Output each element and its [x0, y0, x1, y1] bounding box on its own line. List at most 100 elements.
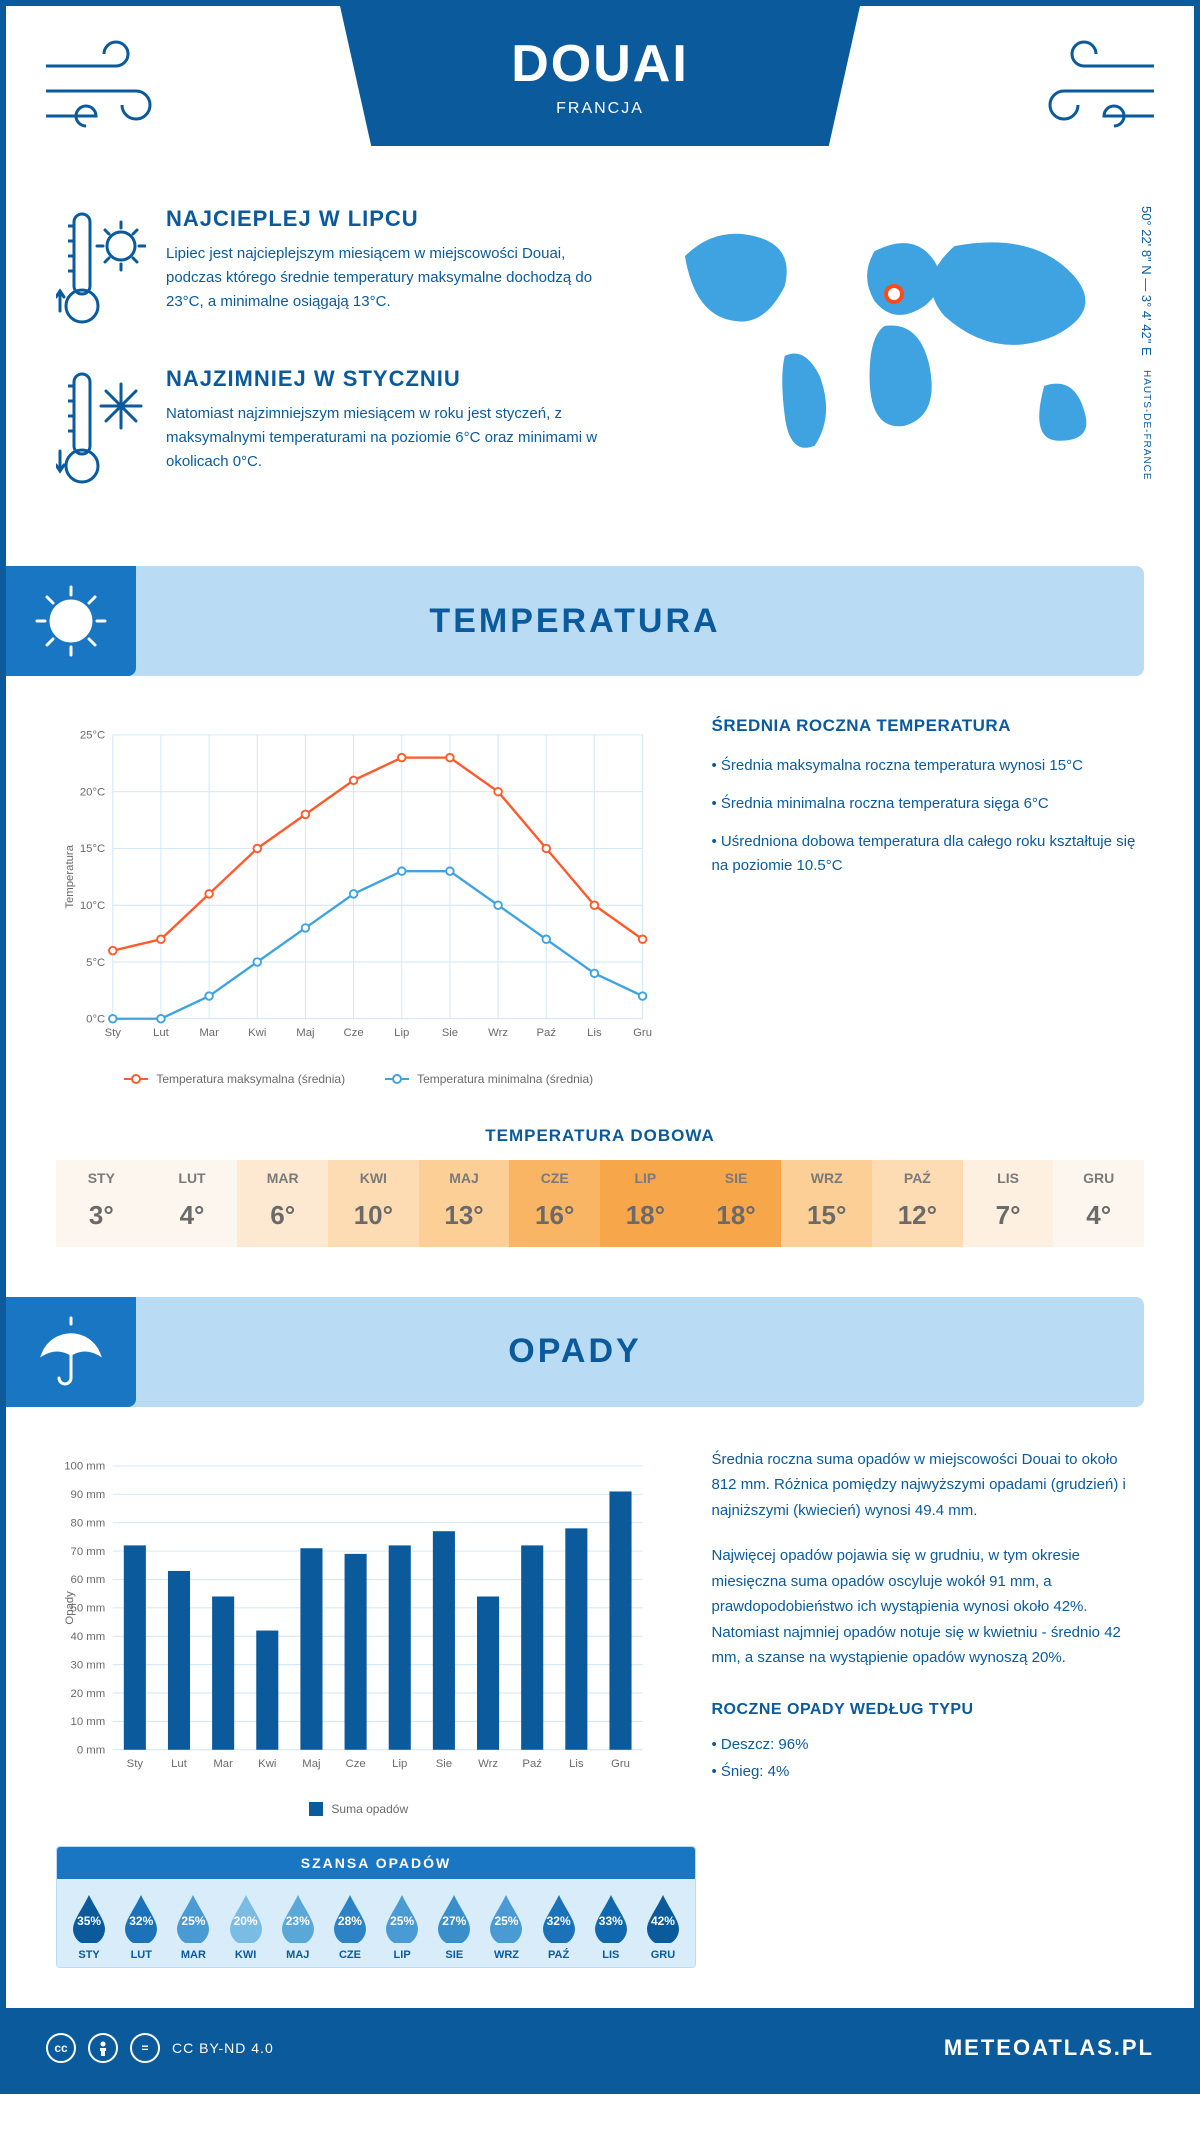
chance-cell: 28% CZE	[324, 1893, 376, 1961]
svg-text:Wrz: Wrz	[488, 1027, 508, 1039]
precip-title: OPADY	[136, 1332, 1144, 1371]
temperature-body: 0°C5°C10°C15°C20°C25°CStyLutMarKwiMajCze…	[6, 676, 1194, 1106]
temp-bullet: • Średnia maksymalna roczna temperatura …	[712, 754, 1145, 778]
umbrella-icon	[6, 1297, 136, 1407]
thermometer-cold-icon	[56, 366, 146, 496]
license-text: CC BY-ND 4.0	[172, 2040, 274, 2056]
header: DOUAI FRANCJA	[6, 6, 1194, 186]
svg-text:Gru: Gru	[633, 1027, 652, 1039]
svg-text:Mar: Mar	[199, 1027, 219, 1039]
svg-text:Maj: Maj	[296, 1027, 314, 1039]
chance-title: SZANSA OPADÓW	[57, 1847, 695, 1879]
license-block: cc = CC BY-ND 4.0	[46, 2033, 274, 2063]
temperature-section-header: TEMPERATURA	[6, 566, 1144, 676]
raindrop-icon: 20%	[226, 1893, 266, 1943]
svg-text:5°C: 5°C	[86, 957, 105, 969]
precip-para2: Najwięcej opadów pojawia się w grudniu, …	[712, 1543, 1145, 1671]
svg-text:Kwi: Kwi	[248, 1027, 266, 1039]
svg-text:Sty: Sty	[127, 1757, 144, 1769]
chance-cell: 25% LIP	[376, 1893, 428, 1961]
svg-text:Gru: Gru	[611, 1757, 630, 1769]
by-icon	[88, 2033, 118, 2063]
daily-cell: KWI10°	[328, 1160, 419, 1247]
svg-text:0 mm: 0 mm	[77, 1744, 105, 1756]
daily-temp-row: STY3°LUT4°MAR6°KWI10°MAJ13°CZE16°LIP18°S…	[56, 1160, 1144, 1247]
chance-row: 35% STY 32% LUT 25% MAR 20% KWI 23% MAJ …	[57, 1879, 695, 1967]
svg-text:Lis: Lis	[569, 1757, 584, 1769]
cold-text: Natomiast najzimniejszym miesiącem w rok…	[166, 402, 605, 474]
precip-rain: • Deszcz: 96%	[712, 1731, 1145, 1758]
chance-cell: 27% SIE	[428, 1893, 480, 1961]
daily-temp-title: TEMPERATURA DOBOWA	[6, 1126, 1194, 1146]
svg-text:30 mm: 30 mm	[71, 1659, 106, 1671]
chance-cell: 42% GRU	[637, 1893, 689, 1961]
raindrop-icon: 23%	[278, 1893, 318, 1943]
coordinates: 50° 22' 8" N — 3° 4' 42" E HAUTS-DE-FRAN…	[1139, 206, 1154, 526]
cold-title: NAJZIMNIEJ W STYCZNIU	[166, 366, 605, 392]
precip-section-header: OPADY	[6, 1297, 1144, 1407]
hottest-fact: NAJCIEPLEJ W LIPCU Lipiec jest najcieple…	[56, 206, 605, 336]
sun-icon	[6, 566, 136, 676]
chance-cell: 35% STY	[63, 1893, 115, 1961]
svg-text:Lip: Lip	[392, 1757, 407, 1769]
coldest-fact: NAJZIMNIEJ W STYCZNIU Natomiast najzimni…	[56, 366, 605, 496]
daily-cell: WRZ15°	[781, 1160, 872, 1247]
world-map	[645, 206, 1144, 466]
chance-cell: 33% LIS	[585, 1893, 637, 1961]
hot-text: Lipiec jest najcieplejszym miesiącem w m…	[166, 242, 605, 314]
country-name: FRANCJA	[556, 100, 644, 118]
svg-text:Lip: Lip	[394, 1027, 409, 1039]
temperature-info: ŚREDNIA ROCZNA TEMPERATURA • Średnia mak…	[712, 716, 1145, 1086]
raindrop-icon: 42%	[643, 1893, 683, 1943]
svg-text:10°C: 10°C	[80, 900, 105, 912]
svg-text:Cze: Cze	[343, 1027, 363, 1039]
svg-text:Sty: Sty	[105, 1027, 122, 1039]
raindrop-icon: 25%	[382, 1893, 422, 1943]
wind-icon-left	[36, 36, 176, 136]
intro-section: NAJCIEPLEJ W LIPCU Lipiec jest najcieple…	[6, 186, 1194, 566]
chance-cell: 32% PAŹ	[533, 1893, 585, 1961]
raindrop-icon: 28%	[330, 1893, 370, 1943]
daily-cell: SIE18°	[691, 1160, 782, 1247]
svg-text:60 mm: 60 mm	[71, 1574, 106, 1586]
daily-cell: STY3°	[56, 1160, 147, 1247]
svg-text:Mar: Mar	[213, 1757, 233, 1769]
chance-cell: 23% MAJ	[272, 1893, 324, 1961]
temperature-title: TEMPERATURA	[136, 602, 1144, 641]
daily-cell: MAR6°	[237, 1160, 328, 1247]
wind-icon-right	[1024, 36, 1164, 136]
precip-legend-label: Suma opadów	[331, 1802, 408, 1816]
svg-text:100 mm: 100 mm	[64, 1460, 105, 1472]
precip-chance-box: SZANSA OPADÓW 35% STY 32% LUT 25% MAR 20…	[56, 1846, 696, 1968]
svg-text:25°C: 25°C	[80, 730, 105, 742]
raindrop-icon: 32%	[121, 1893, 161, 1943]
region-name: HAUTS-DE-FRANCE	[1141, 370, 1152, 481]
svg-text:Maj: Maj	[302, 1757, 320, 1769]
raindrop-icon: 25%	[173, 1893, 213, 1943]
precip-snow: • Śnieg: 4%	[712, 1758, 1145, 1785]
svg-text:Paź: Paź	[536, 1027, 556, 1039]
raindrop-icon: 32%	[539, 1893, 579, 1943]
hot-title: NAJCIEPLEJ W LIPCU	[166, 206, 605, 232]
raindrop-icon: 25%	[486, 1893, 526, 1943]
svg-text:90 mm: 90 mm	[71, 1489, 106, 1501]
chance-cell: 32% LUT	[115, 1893, 167, 1961]
city-name: DOUAI	[511, 34, 689, 94]
temperature-line-chart: 0°C5°C10°C15°C20°C25°CStyLutMarKwiMajCze…	[56, 716, 662, 1086]
map-column: 50° 22' 8" N — 3° 4' 42" E HAUTS-DE-FRAN…	[645, 206, 1144, 526]
temp-info-title: ŚREDNIA ROCZNA TEMPERATURA	[712, 716, 1145, 736]
svg-text:Lis: Lis	[587, 1027, 602, 1039]
svg-text:Wrz: Wrz	[478, 1757, 498, 1769]
svg-text:Kwi: Kwi	[258, 1757, 276, 1769]
svg-text:20°C: 20°C	[80, 786, 105, 798]
svg-text:Opady: Opady	[64, 1590, 76, 1624]
chance-cell: 25% MAR	[167, 1893, 219, 1961]
raindrop-icon: 35%	[69, 1893, 109, 1943]
svg-text:Paź: Paź	[522, 1757, 542, 1769]
precip-body: 0 mm10 mm20 mm30 mm40 mm50 mm60 mm70 mm8…	[6, 1407, 1194, 1827]
svg-text:15°C: 15°C	[80, 843, 105, 855]
facts-column: NAJCIEPLEJ W LIPCU Lipiec jest najcieple…	[56, 206, 605, 526]
svg-text:Lut: Lut	[171, 1757, 188, 1769]
svg-text:80 mm: 80 mm	[71, 1517, 106, 1529]
svg-text:40 mm: 40 mm	[71, 1631, 106, 1643]
